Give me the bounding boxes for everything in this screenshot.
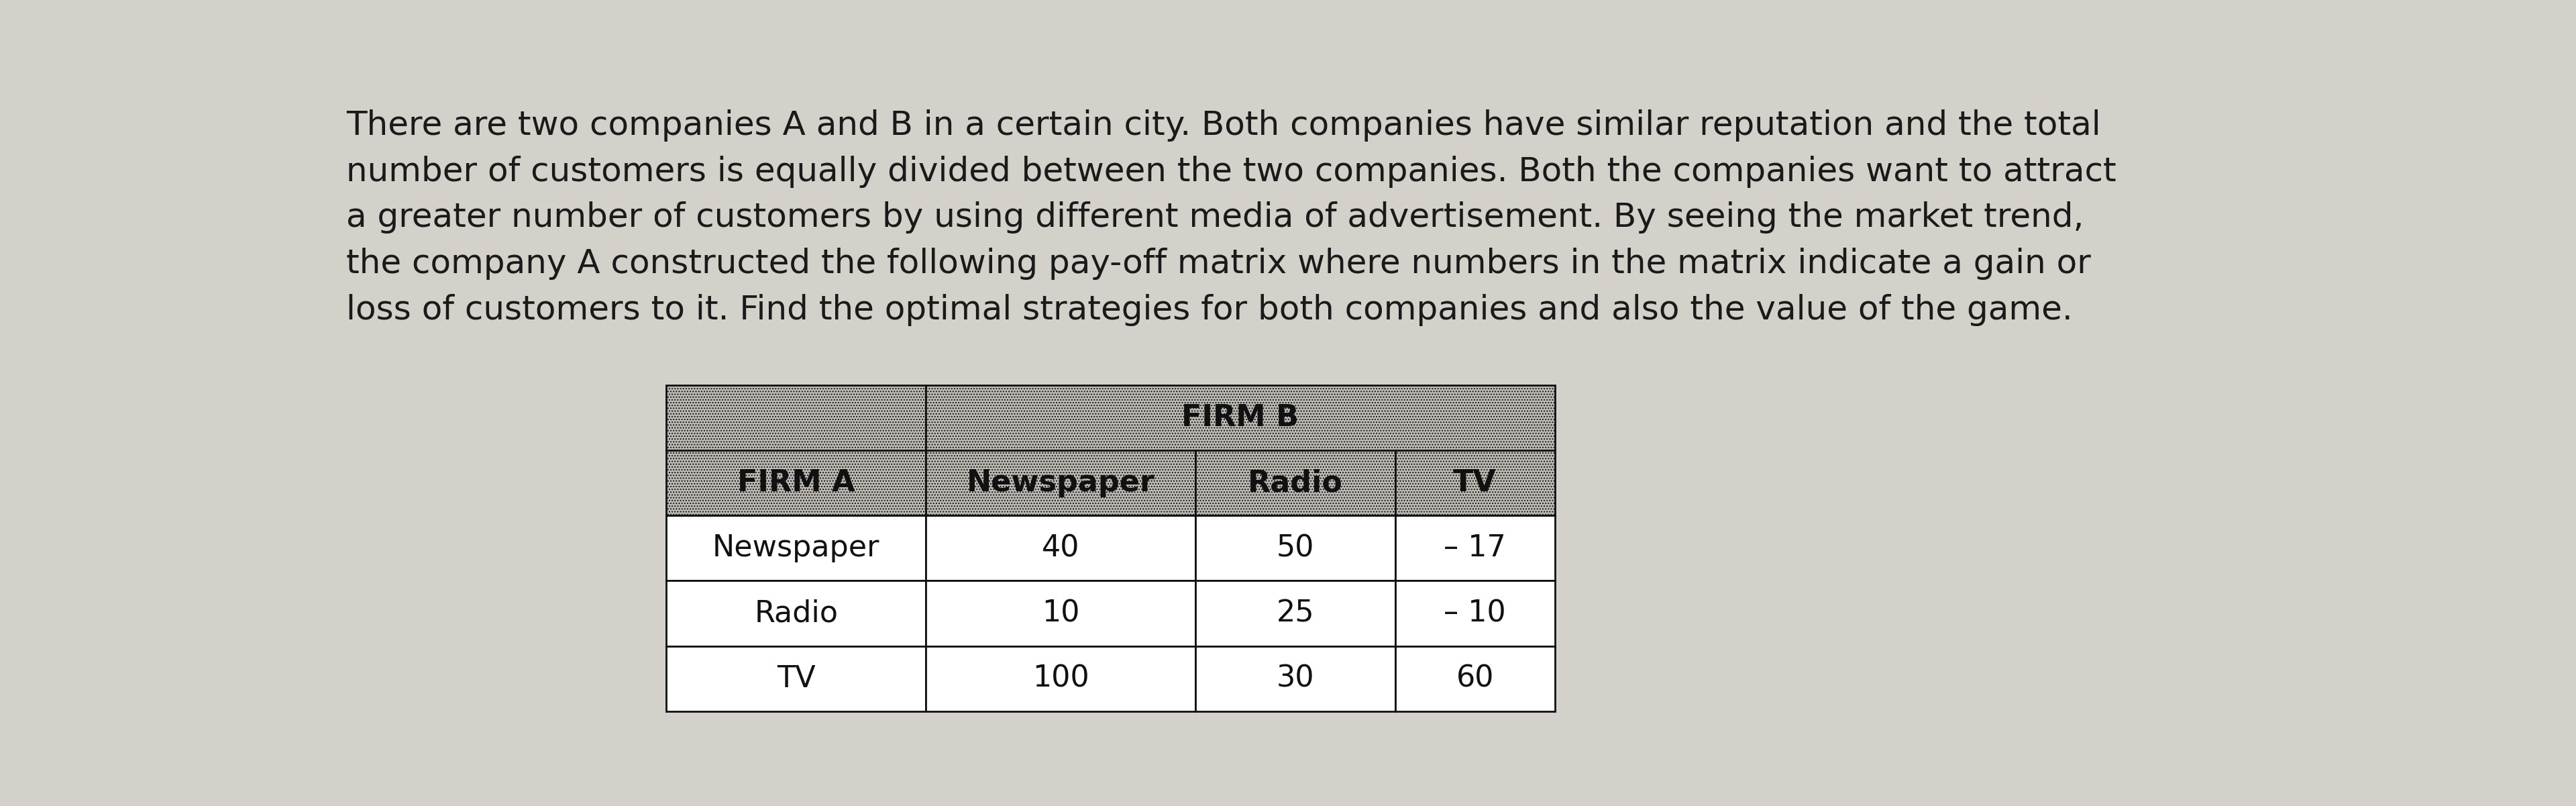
Text: 30: 30 [1275,664,1314,693]
Bar [925,516,1195,581]
Text: Newspaper: Newspaper [966,468,1154,497]
Text: – 17: – 17 [1443,534,1507,563]
Bar [1195,516,1396,581]
Text: Newspaper: Newspaper [714,534,881,563]
Bar [1195,581,1396,646]
Text: 10: 10 [1041,599,1079,628]
Text: FIRM B: FIRM B [1182,404,1298,432]
Bar [1195,646,1396,711]
Bar [1396,646,1556,711]
Text: 40: 40 [1041,534,1079,563]
Bar [667,451,925,516]
Bar [667,581,925,646]
Text: FIRM A: FIRM A [737,468,855,497]
Text: TV: TV [778,664,817,693]
Bar [925,581,1195,646]
Text: Radio: Radio [755,599,837,628]
Text: 60: 60 [1455,664,1494,693]
Text: – 10: – 10 [1443,599,1507,628]
Bar [1396,451,1556,516]
Text: 50: 50 [1275,534,1314,563]
Text: 100: 100 [1033,664,1090,693]
Text: TV: TV [1453,468,1497,497]
Bar [925,385,1556,451]
Text: Radio: Radio [1247,468,1342,497]
Bar [667,385,925,451]
Bar [1195,451,1396,516]
Text: 25: 25 [1275,599,1314,628]
Bar [1396,516,1556,581]
Bar [925,646,1195,711]
Bar [667,646,925,711]
Bar [667,516,925,581]
Bar [1396,581,1556,646]
Text: There are two companies A and B in a certain city. Both companies have similar r: There are two companies A and B in a cer… [345,109,2115,326]
Bar [925,451,1195,516]
